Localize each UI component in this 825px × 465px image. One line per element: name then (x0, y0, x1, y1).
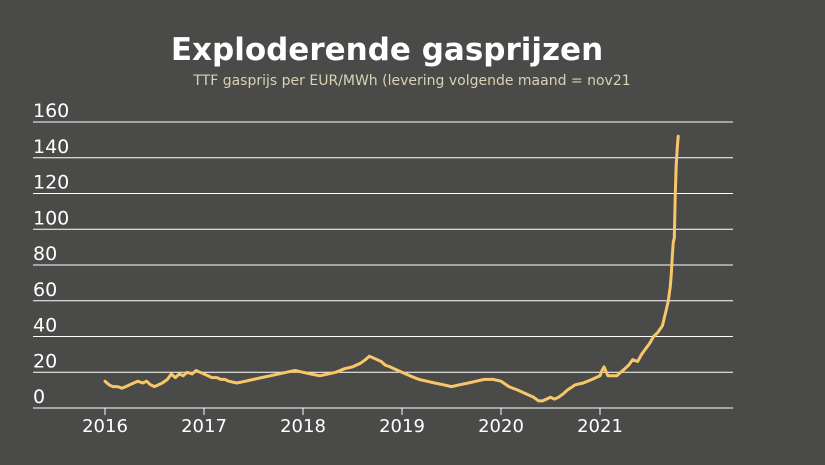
x-axis: 2016 2017 2018 2019 2020 2021 (82, 408, 623, 437)
x-tick-label-2020: 2020 (478, 416, 524, 437)
y-tick-label-120: 120 (33, 172, 69, 194)
y-tick-label-80: 80 (33, 243, 57, 265)
x-tick-label-2018: 2018 (280, 416, 326, 437)
grid-lines (33, 121, 733, 409)
series-layer (103, 134, 680, 403)
series-line-0 (103, 134, 680, 403)
y-tick-label-140: 140 (33, 136, 69, 158)
chart-subtitle: TTF gasprijs per EUR/MWh (levering volge… (192, 73, 630, 89)
y-tick-label-160: 160 (33, 100, 69, 122)
y-tick-label-20: 20 (33, 350, 57, 372)
y-axis: 0 20 40 60 80 100 120 140 160 (33, 100, 69, 408)
y-tick-label-100: 100 (33, 207, 69, 229)
y-tick-label-40: 40 (33, 315, 57, 337)
x-tick-label-2019: 2019 (379, 416, 425, 437)
x-tick-label-2016: 2016 (82, 416, 128, 437)
chart-title: Exploderende gasprijzen (171, 32, 603, 68)
x-tick-label-2017: 2017 (181, 416, 227, 437)
y-tick-label-0: 0 (33, 386, 45, 408)
y-tick-label-60: 60 (33, 279, 57, 301)
x-tick-label-2021: 2021 (577, 416, 623, 437)
